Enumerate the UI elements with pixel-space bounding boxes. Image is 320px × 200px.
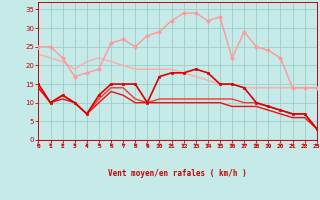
X-axis label: Vent moyen/en rafales ( km/h ): Vent moyen/en rafales ( km/h ) bbox=[108, 169, 247, 178]
